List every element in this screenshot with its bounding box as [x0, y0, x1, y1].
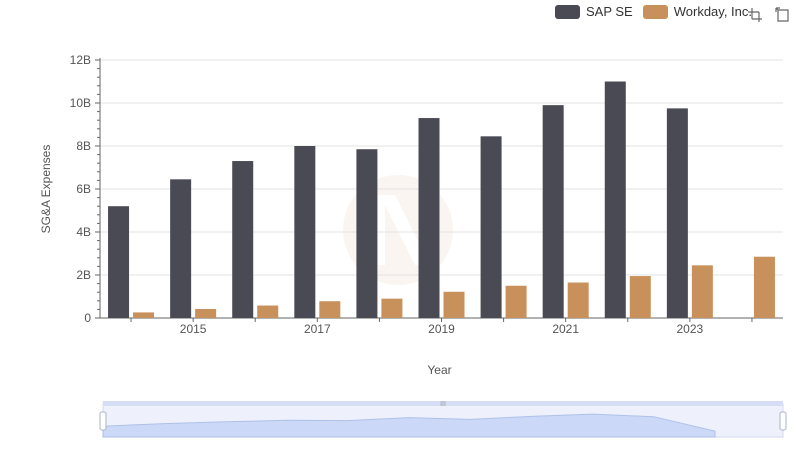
- bar-sap-se-2020[interactable]: [480, 136, 502, 318]
- legend-item-sap-se[interactable]: SAP SE: [555, 4, 633, 19]
- y-tick-label: 2B: [76, 268, 91, 282]
- x-tick-label: 2015: [180, 322, 207, 336]
- zoom-icon[interactable]: [747, 7, 763, 23]
- bar-workday-2022[interactable]: [629, 276, 651, 318]
- bar-workday-2023[interactable]: [691, 265, 713, 318]
- y-tick-label: 10B: [70, 96, 91, 110]
- legend-label: Workday, Inc.: [673, 4, 753, 19]
- x-tick-label: 2023: [677, 322, 704, 336]
- watermark-glyph: [370, 195, 440, 265]
- y-axis-title: SG&A Expenses: [39, 145, 53, 234]
- bar-workday-2014[interactable]: [133, 312, 155, 318]
- x-axis-title: Year: [427, 363, 451, 377]
- bar-workday-2019[interactable]: [443, 291, 465, 318]
- legend: SAP SE Workday, Inc.: [555, 4, 752, 19]
- bar-sap-se-2022[interactable]: [604, 81, 626, 319]
- bar-workday-2017[interactable]: [319, 301, 341, 318]
- y-tick-label: 8B: [76, 139, 91, 153]
- x-tick-label: 2019: [428, 322, 455, 336]
- bar-workday-2021[interactable]: [567, 282, 589, 318]
- bar-sap-se-2023[interactable]: [666, 108, 688, 318]
- toolbox: [747, 7, 791, 23]
- datazoom-top-bar[interactable]: [103, 401, 783, 406]
- y-tick-label: 4B: [76, 225, 91, 239]
- y-tick-label: 12B: [70, 53, 91, 67]
- datazoom-handle-left[interactable]: [99, 411, 107, 431]
- bar-sap-se-2016[interactable]: [232, 161, 254, 318]
- bar-workday-2024[interactable]: [753, 256, 775, 318]
- bar-workday-2015[interactable]: [195, 308, 217, 318]
- bar-sap-se-2021[interactable]: [542, 105, 564, 319]
- bar-sap-se-2019[interactable]: [418, 118, 440, 318]
- datazoom-preview: [102, 413, 716, 438]
- datazoom-grip[interactable]: III: [440, 401, 446, 408]
- bar-workday-2016[interactable]: [257, 305, 279, 318]
- bar-sap-se-2017[interactable]: [294, 146, 316, 318]
- bar-workday-2020[interactable]: [505, 285, 527, 318]
- bar-sap-se-2014[interactable]: [108, 206, 130, 318]
- x-tick-label: 2017: [304, 322, 331, 336]
- bar-sap-se-2018[interactable]: [356, 149, 378, 318]
- y-tick-label: 6B: [76, 182, 91, 196]
- legend-label: SAP SE: [586, 4, 633, 19]
- bar-workday-2018[interactable]: [381, 298, 403, 318]
- legend-item-workday[interactable]: Workday, Inc.: [642, 4, 753, 19]
- x-tick-label: 2021: [552, 322, 579, 336]
- y-tick-label: 0: [84, 311, 91, 325]
- legend-swatch: [555, 4, 580, 19]
- restore-icon[interactable]: [775, 7, 791, 23]
- datazoom-handle-right[interactable]: [779, 411, 787, 431]
- legend-swatch: [642, 4, 668, 19]
- bar-sap-se-2015[interactable]: [170, 179, 192, 318]
